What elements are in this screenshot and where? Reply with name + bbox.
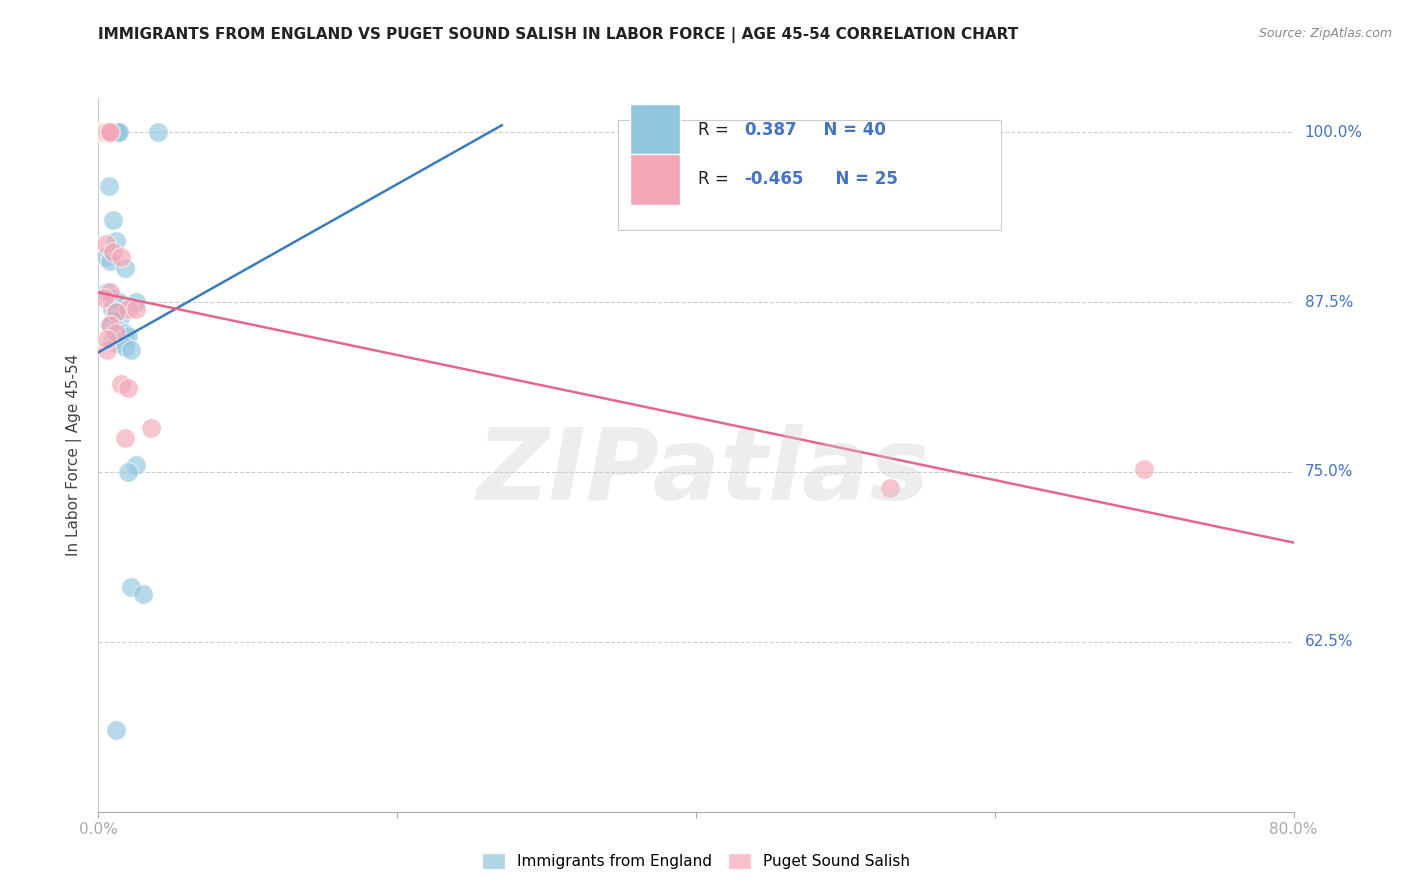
Point [98, 254, 122, 268]
Text: 62.5%: 62.5% [1305, 634, 1353, 649]
Point [103, 125, 125, 139]
Point [105, 322, 128, 336]
Point [120, 343, 142, 357]
Point [103, 244, 125, 259]
Point [103, 332, 125, 346]
Point [105, 304, 128, 318]
Point [94, 125, 117, 139]
Text: 0.387: 0.387 [744, 120, 796, 138]
Point [94, 125, 117, 139]
Text: ZIPatlas: ZIPatlas [477, 425, 929, 521]
Point [90, 125, 112, 139]
Text: R =: R = [699, 120, 734, 138]
Point [125, 301, 148, 316]
Point [93, 291, 115, 305]
Point [139, 421, 162, 435]
Point [98, 285, 122, 300]
Point [94, 236, 117, 251]
Point [105, 234, 128, 248]
Text: N = 40: N = 40 [811, 120, 886, 138]
Text: R =: R = [699, 170, 734, 188]
Legend: Immigrants from England, Puget Sound Salish: Immigrants from England, Puget Sound Sal… [477, 847, 915, 875]
Text: N = 25: N = 25 [824, 170, 897, 188]
Point [120, 581, 142, 595]
Text: IMMIGRANTS FROM ENGLAND VS PUGET SOUND SALISH IN LABOR FORCE | AGE 45-54 CORRELA: IMMIGRANTS FROM ENGLAND VS PUGET SOUND S… [98, 27, 1019, 43]
Point [117, 381, 139, 395]
Point [98, 318, 122, 332]
Point [105, 304, 128, 318]
Y-axis label: In Labor Force | Age 45-54: In Labor Force | Age 45-54 [66, 354, 83, 556]
Point [105, 335, 128, 350]
Point [98, 125, 122, 139]
Point [101, 301, 124, 316]
Point [98, 125, 122, 139]
Point [104, 125, 127, 139]
FancyBboxPatch shape [619, 120, 1001, 230]
Point [1133, 462, 1156, 476]
Point [96, 285, 118, 300]
Point [114, 340, 136, 354]
Point [97, 179, 120, 194]
Point [93, 125, 115, 139]
Point [117, 465, 139, 479]
Point [105, 125, 128, 139]
Point [94, 250, 117, 264]
Point [96, 332, 118, 346]
Point [125, 458, 148, 472]
Text: -0.465: -0.465 [744, 170, 803, 188]
Point [125, 295, 148, 310]
Point [96, 343, 118, 357]
Point [879, 481, 901, 495]
Point [93, 125, 115, 139]
Point [108, 125, 131, 139]
FancyBboxPatch shape [630, 103, 681, 155]
Point [132, 587, 155, 601]
Point [103, 213, 125, 227]
Point [110, 250, 132, 264]
Point [117, 329, 139, 343]
Point [91, 125, 114, 139]
Point [110, 309, 132, 323]
Point [148, 125, 170, 139]
Point [114, 260, 136, 275]
Point [107, 125, 129, 139]
Point [114, 431, 136, 445]
Point [101, 125, 124, 139]
Point [98, 318, 122, 332]
Point [103, 291, 125, 305]
Point [117, 301, 139, 316]
Point [96, 125, 118, 139]
Point [105, 326, 128, 341]
Point [91, 125, 114, 139]
Point [97, 125, 120, 139]
FancyBboxPatch shape [630, 153, 681, 205]
Point [110, 376, 132, 391]
Point [90, 125, 112, 139]
Point [97, 125, 120, 139]
Point [96, 125, 118, 139]
Point [105, 723, 128, 738]
Text: 100.0%: 100.0% [1305, 125, 1362, 140]
Point [114, 326, 136, 341]
Text: 75.0%: 75.0% [1305, 465, 1353, 479]
Text: 87.5%: 87.5% [1305, 294, 1353, 310]
Text: Source: ZipAtlas.com: Source: ZipAtlas.com [1258, 27, 1392, 40]
Point [103, 312, 125, 326]
Point [108, 295, 131, 310]
